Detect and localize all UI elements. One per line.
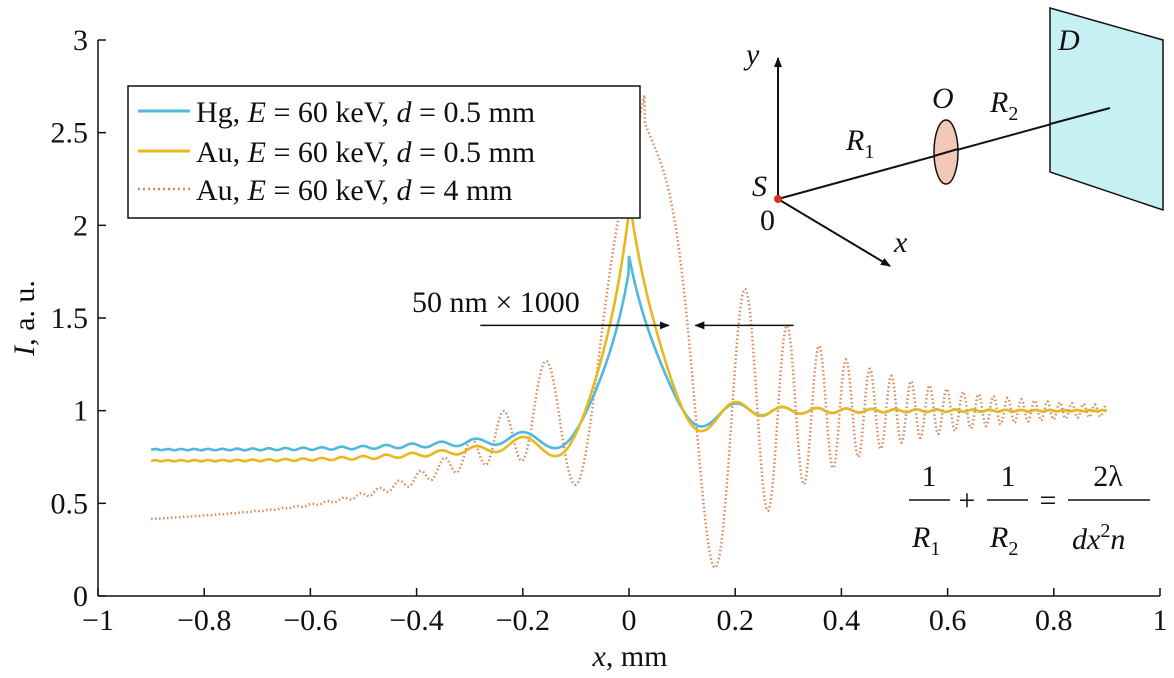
y-axis-label: I, a. u. (8, 280, 41, 357)
annotation-text: 50 nm × 1000 (412, 286, 580, 319)
inset-x-axis (777, 198, 891, 267)
x-tick-label: −1 (82, 604, 114, 637)
detector-label: D (1057, 24, 1080, 57)
legend-text-au-4mm: Au, E = 60 keV, d = 4 mm (196, 174, 513, 207)
legend: Hg, E = 60 keV, d = 0.5 mm Au, E = 60 ke… (127, 85, 641, 219)
x-tick-label: −0.2 (496, 604, 550, 637)
r1-label: R1 (845, 124, 874, 163)
formula-den-mid: R2 (989, 521, 1018, 560)
object-label: O (932, 82, 954, 115)
formula-num-mid: 1 (1001, 460, 1016, 493)
series-line-hg-0.5mm (150, 255, 1108, 452)
source-point (774, 195, 782, 203)
legend-entry-hg-0.5mm: Hg, E = 60 keV, d = 0.5 mm (138, 96, 535, 129)
y-tick-label: 3 (73, 24, 88, 57)
x-tick-label: 0.6 (929, 604, 967, 637)
resolution-annotation: 50 nm × 1000 (412, 286, 794, 330)
x-tick-label: 0.8 (1035, 604, 1073, 637)
formula-plus: + (959, 484, 976, 517)
x-axis-label: x, mm (592, 640, 668, 673)
legend-text-au-0.5mm: Au, E = 60 keV, d = 0.5 mm (196, 136, 535, 169)
formula-num-right: 2λ (1093, 460, 1123, 493)
formula-num-left: 1 (922, 460, 937, 493)
y-tick-label: 0.5 (51, 487, 89, 520)
beam-line-behind (1049, 107, 1111, 125)
r2-label: R2 (989, 86, 1018, 125)
x-tick-label: −0.6 (283, 604, 337, 637)
y-tick-label: 2 (73, 209, 88, 242)
legend-text-hg-0.5mm: Hg, E = 60 keV, d = 0.5 mm (196, 96, 535, 129)
inset-x-label: x (893, 226, 908, 259)
inset-schematic: y x S 0 O D R1 R2 (743, 7, 1164, 267)
beam-through-object (933, 148, 959, 157)
formula-equals: = (1040, 484, 1057, 517)
series-line-au-4mm (151, 94, 1108, 569)
x-tick-label: −0.8 (177, 604, 231, 637)
series-line-au-0.5mm (150, 196, 1108, 463)
y-tick-label: 1 (73, 395, 88, 428)
y-tick-label: 2.5 (51, 117, 89, 150)
y-tick-label: 1.5 (51, 302, 89, 335)
legend-box (127, 85, 641, 219)
x-ticks: −1 −0.8 −0.6 −0.4 −0.2 0 0.2 0.4 0.6 0.8 1 (82, 588, 1168, 637)
legend-entry-au-4mm: Au, E = 60 keV, d = 4 mm (138, 174, 513, 207)
x-tick-label: 0.4 (823, 604, 861, 637)
y-ticks: 0 0.5 1 1.5 2 2.5 3 (51, 24, 106, 613)
formula-den-left: R1 (911, 521, 940, 560)
y-tick-label: 0 (73, 580, 88, 613)
x-tick-label: 0.2 (716, 604, 754, 637)
lens-formula: 1 R1 + 1 R2 = 2λ dx2n (909, 460, 1150, 560)
source-label: S (752, 170, 767, 203)
x-tick-label: −0.4 (389, 604, 443, 637)
x-tick-label: 0 (622, 604, 637, 637)
legend-entry-au-0.5mm: Au, E = 60 keV, d = 0.5 mm (138, 136, 535, 169)
origin-label: 0 (760, 204, 775, 237)
x-tick-label: 1 (1153, 604, 1168, 637)
inset-y-label: y (743, 38, 760, 71)
formula-den-right: dx2n (1072, 520, 1125, 556)
